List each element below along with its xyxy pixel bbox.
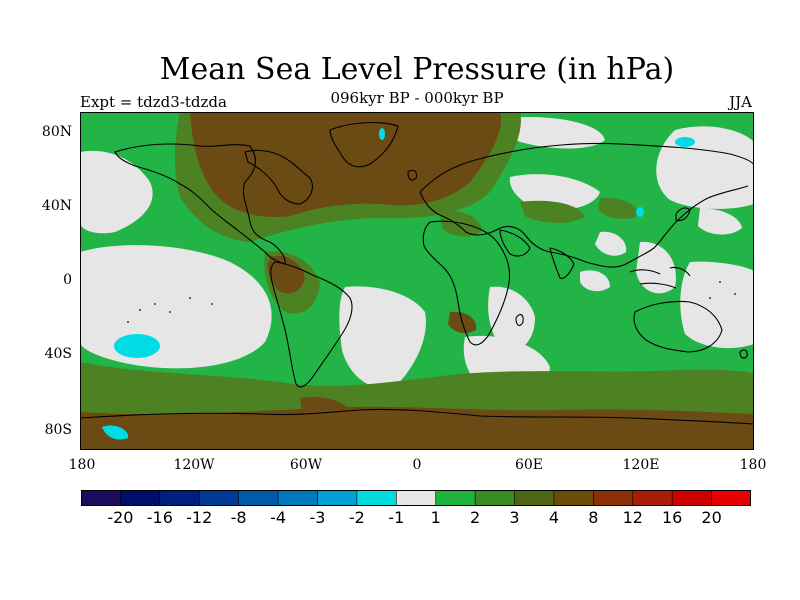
- colorbar-label: 12: [622, 508, 643, 527]
- colorbar-swatch: [632, 490, 673, 506]
- colorbar-swatch: [711, 490, 751, 506]
- colorbar-label: -20: [107, 508, 134, 527]
- lat-tick-80n: 80N: [41, 124, 72, 140]
- cyan-regions: [102, 128, 695, 440]
- pressure-map: [80, 112, 754, 450]
- colorbar-swatch: [356, 490, 398, 506]
- colorbar-label: -4: [270, 508, 287, 527]
- colorbar-swatch: [553, 490, 595, 506]
- lat-tick-0: 0: [63, 272, 72, 288]
- lon-tick-120e: 120E: [622, 457, 660, 473]
- colorbar-label: 2: [470, 508, 481, 527]
- colorbar-swatch: [277, 490, 319, 506]
- colorbar-label: -3: [309, 508, 326, 527]
- colorbar-label: -12: [186, 508, 213, 527]
- colorbar-swatch: [474, 490, 516, 506]
- period-subtitle: 096kyr BP - 000kyr BP: [330, 89, 504, 107]
- colorbar-swatch: [514, 490, 555, 506]
- colorbar-swatch: [317, 490, 358, 506]
- colorbar-label: 4: [548, 508, 560, 527]
- colorbar-swatch: [435, 490, 476, 506]
- colorbar-swatch: [159, 490, 201, 506]
- lon-tick-180w: 180: [68, 457, 96, 473]
- colorbar-swatch: [198, 490, 240, 506]
- colorbar-swatch: [671, 490, 713, 506]
- colorbar: [81, 490, 751, 506]
- colorbar-frame: [81, 490, 751, 506]
- lat-tick-80s: 80S: [44, 422, 72, 438]
- colorbar-label: -16: [146, 508, 173, 527]
- lon-tick-60w: 60W: [289, 457, 323, 473]
- colorbar-swatch: [120, 490, 161, 506]
- lon-tick-180e: 180: [739, 457, 767, 473]
- colorbar-swatch: [395, 490, 437, 506]
- lat-tick-40s: 40S: [44, 346, 72, 362]
- colorbar-label: 3: [509, 508, 520, 527]
- map-title: Mean Sea Level Pressure (in hPa): [159, 52, 675, 87]
- neutral-regions: [80, 116, 754, 395]
- colorbar-label: 1: [430, 508, 441, 527]
- colorbar-swatch: [593, 490, 634, 506]
- lon-tick-60e: 60E: [514, 457, 544, 473]
- lon-tick-0: 0: [412, 457, 422, 473]
- lon-tick-120w: 120W: [173, 457, 215, 473]
- colorbar-swatch: [81, 490, 122, 506]
- colorbar-label: -8: [230, 508, 247, 527]
- lat-tick-40n: 40N: [41, 198, 72, 214]
- colorbar-label: -1: [388, 508, 405, 527]
- map-frame: [80, 112, 754, 450]
- colorbar-label: -2: [348, 508, 365, 527]
- colorbar-label: 8: [588, 508, 599, 527]
- islands: [127, 281, 736, 323]
- colorbar-label: 16: [661, 508, 683, 527]
- colorbar-label: 20: [701, 508, 722, 527]
- colorbar-swatch: [238, 490, 279, 506]
- season-label: JJA: [729, 93, 752, 111]
- coastlines: [80, 122, 754, 425]
- experiment-label: Expt = tdzd3-tdzda: [80, 93, 227, 111]
